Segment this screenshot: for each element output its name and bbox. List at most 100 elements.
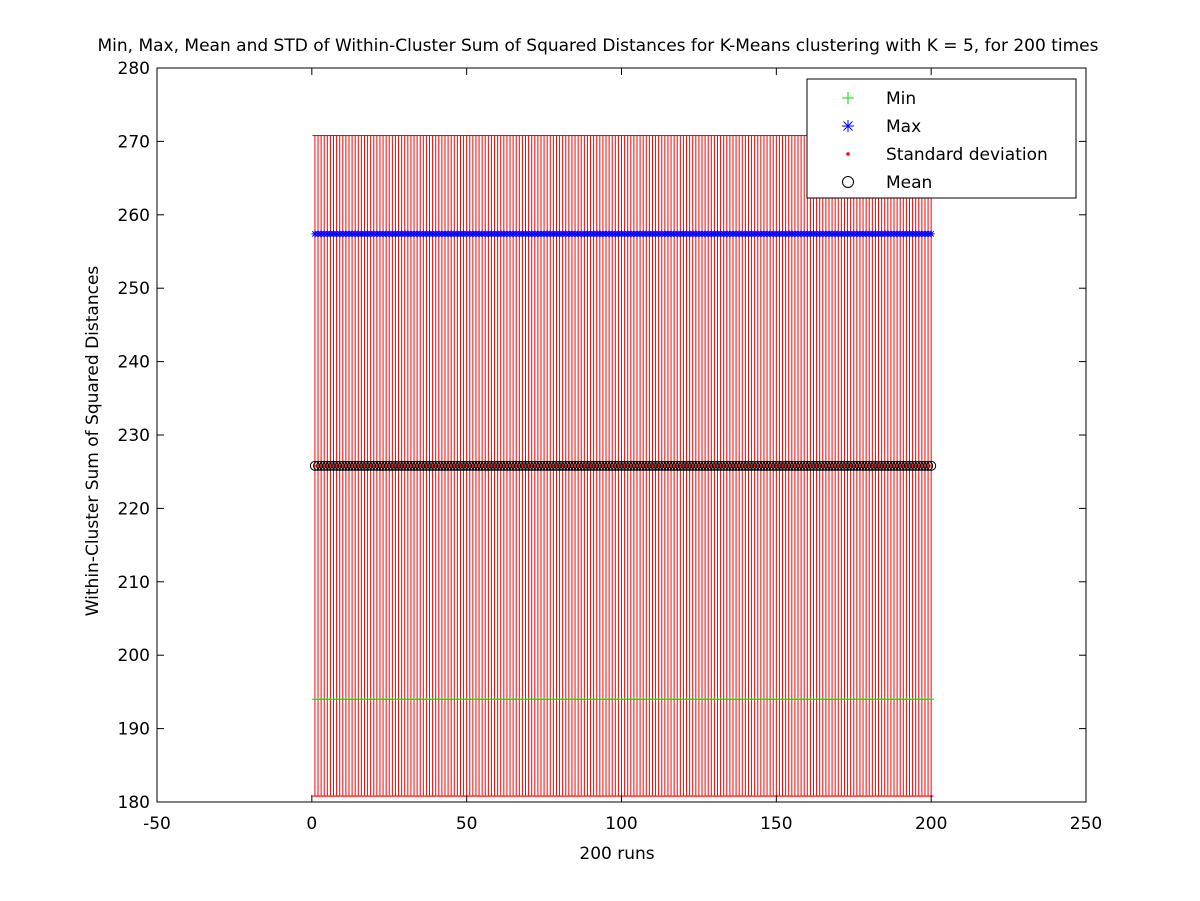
std-center-point — [527, 464, 530, 467]
std-center-point — [756, 464, 759, 467]
std-center-point — [332, 464, 335, 467]
std-center-point — [896, 464, 899, 467]
std-center-point — [608, 464, 611, 467]
mean-point — [923, 460, 934, 471]
std-center-point — [651, 464, 654, 467]
std-center-point — [654, 464, 657, 467]
std-center-point — [889, 464, 892, 467]
std-errorbar — [702, 135, 708, 797]
std-center-point — [793, 464, 796, 467]
std-center-point — [447, 464, 450, 467]
std-center-point — [425, 464, 428, 467]
std-center-point — [710, 464, 713, 467]
std-center-point — [440, 464, 443, 467]
std-center-point — [468, 464, 471, 467]
chart-title: Min, Max, Mean and STD of Within-Cluster… — [98, 36, 1099, 56]
std-center-point — [617, 464, 620, 467]
std-center-point — [490, 464, 493, 467]
std-center-point — [815, 464, 818, 467]
std-center-point — [502, 464, 505, 467]
std-center-point — [790, 464, 793, 467]
legend-entries: Min Max Standard deviation Mean — [842, 89, 1048, 193]
y-tick-label: 210 — [118, 573, 150, 593]
std-center-point — [403, 464, 406, 467]
std-center-point — [357, 464, 360, 467]
x-tick-label: 200 — [915, 814, 947, 834]
std-center-point — [580, 464, 583, 467]
x-axis: -50 0 50 100 150 200 250 — [143, 68, 1102, 834]
std-center-point — [623, 464, 626, 467]
std-center-point — [784, 464, 787, 467]
std-center-point — [722, 464, 725, 467]
std-center-point — [877, 464, 880, 467]
max-marker-stroke — [928, 230, 935, 237]
std-center-point — [434, 464, 437, 467]
std-center-point — [858, 464, 861, 467]
x-tick-label: 0 — [306, 814, 317, 834]
std-center-point — [601, 464, 604, 467]
std-center-point — [586, 464, 589, 467]
legend-entry: Standard deviation — [846, 145, 1048, 165]
std-center-point — [509, 464, 512, 467]
std-center-point — [852, 464, 855, 467]
std-center-point — [375, 464, 378, 467]
std-center-point — [642, 464, 645, 467]
std-center-point — [533, 464, 536, 467]
std-center-point — [474, 464, 477, 467]
std-center-point — [855, 464, 858, 467]
std-center-point — [787, 464, 790, 467]
std-errorbar — [427, 135, 433, 797]
std-center-point — [688, 464, 691, 467]
std-center-point — [422, 464, 425, 467]
x-tick-label: 100 — [605, 814, 637, 834]
std-center-point — [778, 464, 781, 467]
std-center-point — [676, 464, 679, 467]
std-center-point — [930, 464, 933, 467]
std-center-point — [378, 464, 381, 467]
std-center-point — [620, 464, 623, 467]
std-center-point — [388, 464, 391, 467]
std-center-point — [694, 464, 697, 467]
std-center-point — [862, 464, 865, 467]
legend-label: Standard deviation — [886, 145, 1048, 165]
std-center-point — [673, 464, 676, 467]
std-errorbar — [724, 135, 730, 797]
legend-label: Mean — [886, 173, 932, 193]
std-center-point — [341, 464, 344, 467]
std-center-point — [871, 464, 874, 467]
std-center-point — [539, 464, 542, 467]
std-center-point — [800, 464, 803, 467]
std-center-point — [781, 464, 784, 467]
std-errorbar — [780, 135, 786, 797]
std-center-point — [317, 464, 320, 467]
min-point — [928, 698, 935, 701]
y-axis-label: Within-Cluster Sum of Squared Distances — [83, 266, 103, 617]
std-center-point — [577, 464, 580, 467]
std-center-point — [397, 464, 400, 467]
std-center-point — [487, 464, 490, 467]
std-center-point — [471, 464, 474, 467]
std-center-point — [775, 464, 778, 467]
std-center-point — [598, 464, 601, 467]
std-center-point — [558, 464, 561, 467]
std-center-point — [406, 464, 409, 467]
mean-point — [926, 460, 937, 471]
std-center-point — [868, 464, 871, 467]
std-center-point — [766, 464, 769, 467]
std-center-point — [735, 464, 738, 467]
std-center-point — [849, 464, 852, 467]
std-errorbar — [758, 135, 764, 797]
std-center-point — [716, 464, 719, 467]
max-series — [311, 230, 935, 238]
std-center-point — [803, 464, 806, 467]
std-center-point — [521, 464, 524, 467]
y-tick-label: 230 — [118, 426, 150, 446]
std-center-point — [691, 464, 694, 467]
std-center-point — [459, 464, 462, 467]
std-center-point — [911, 464, 914, 467]
std-center-point — [670, 464, 673, 467]
std-center-point — [347, 464, 350, 467]
std-center-point — [400, 464, 403, 467]
y-tick-label: 280 — [118, 59, 150, 79]
std-center-point — [564, 464, 567, 467]
